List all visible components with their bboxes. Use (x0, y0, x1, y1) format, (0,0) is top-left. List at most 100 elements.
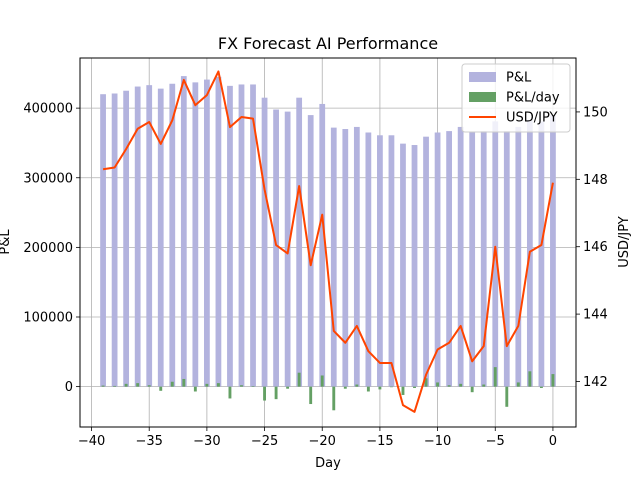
pnl-day-bar (424, 378, 428, 387)
pnl-bar (261, 97, 268, 387)
pnl-day-bar (436, 382, 440, 387)
y-axis-left-title: P&L (0, 229, 13, 255)
pnl-day-bar (505, 386, 509, 407)
x-tick-label: −25 (251, 434, 278, 449)
pnl-day-bar (274, 386, 278, 400)
pnl-bar (342, 129, 349, 387)
legend-item-pnl-label: P&L (506, 71, 532, 86)
pnl-day-bar (251, 386, 255, 387)
pnl-bar (365, 132, 372, 387)
pnl-bar (157, 88, 164, 387)
pnl-bar (215, 76, 222, 387)
pnl-day-bar (470, 386, 474, 393)
pnl-bar (111, 93, 118, 387)
pnl-day-bar (355, 384, 359, 387)
pnl-day-bar (124, 383, 128, 387)
pnl-day-bar (286, 386, 290, 389)
x-tick-label: −30 (193, 434, 220, 449)
pnl-day-bar (516, 382, 520, 387)
pnl-day-bar (413, 386, 416, 389)
pnl-day-bar (493, 367, 497, 387)
x-tick-label: −15 (366, 434, 393, 449)
pnl-day-bar (343, 386, 347, 389)
pnl-bar (146, 85, 153, 387)
pnl-bar (273, 109, 279, 387)
pnl-day-bar (551, 374, 555, 387)
y-right-tick-label: 148 (583, 173, 608, 188)
pnl-bar (446, 131, 452, 387)
pnl-day-bar (263, 386, 266, 401)
pnl-day-bar (113, 385, 117, 387)
y-left-tick-label: 100000 (23, 310, 73, 325)
pnl-bar (250, 84, 256, 387)
legend: P&L P&L/day USD/JPY (461, 63, 571, 133)
pnl-bar (503, 131, 510, 387)
pnl-day-bar (216, 383, 220, 387)
pnl-day-bar (240, 385, 243, 387)
pnl-day-bar (528, 371, 532, 387)
legend-item-pnl-day-label: P&L/day (506, 91, 560, 106)
pnl-bar (169, 83, 176, 387)
x-tick-label: −35 (135, 434, 162, 449)
y-axis-right-title: USD/JPY (617, 216, 632, 268)
pnl-day-bar (539, 386, 543, 389)
pnl-bar (515, 126, 522, 387)
y-right-tick-label: 146 (583, 240, 608, 255)
legend-item-pnl-day-swatch (469, 92, 496, 102)
y-left-tick-label: 300000 (23, 171, 73, 186)
pnl-bar (227, 85, 233, 387)
x-tick-label: 0 (549, 434, 557, 449)
y-right-tick-label: 144 (583, 308, 608, 323)
pnl-day-bar (401, 386, 405, 395)
y-left-tick-label: 400000 (23, 102, 73, 117)
pnl-day-bar (182, 378, 186, 387)
pnl-day-bar (332, 386, 336, 411)
y-left-tick-label: 0 (65, 380, 73, 395)
pnl-bar (480, 131, 487, 387)
pnl-bar (377, 135, 383, 387)
x-tick-label: −5 (486, 434, 505, 449)
pnl-day-bar (309, 386, 313, 405)
pnl-day-bar (366, 386, 370, 392)
pnl-bar (411, 145, 418, 387)
plot-area: −40 −35 −30 −25 −20 −15 −10 −5 0 0 100000 200000 300… (23, 57, 608, 449)
pnl-day-bar (101, 385, 105, 387)
pnl-bar (353, 126, 360, 387)
y-right-tick-label: 142 (583, 375, 608, 390)
pnl-day-bar (378, 386, 382, 390)
pnl-bar (457, 126, 464, 387)
pnl-bar (469, 132, 476, 387)
pnl-day-bar (205, 383, 209, 387)
pnl-bar (192, 82, 199, 387)
pnl-bar (204, 79, 210, 387)
pnl-bar (400, 143, 406, 387)
x-tick-label: −20 (309, 434, 336, 449)
legend-item-pnl-swatch (469, 72, 496, 82)
pnl-day-bar (297, 372, 301, 387)
usdjpy-line (102, 70, 554, 413)
pnl-day-bar (390, 386, 393, 388)
y-left-tick-label: 200000 (23, 241, 73, 256)
pnl-day-bar (320, 375, 324, 387)
x-tick-label: −10 (424, 434, 451, 449)
pnl-bar (434, 132, 441, 387)
pnl-bar (296, 97, 303, 387)
pnl-bar (123, 90, 130, 387)
pnl-day-bar (159, 386, 163, 391)
pnl-bar (330, 127, 337, 387)
pnl-bar (319, 103, 326, 387)
pnl-bar (134, 86, 141, 387)
plot-frame (79, 57, 577, 428)
pnl-bar (238, 84, 245, 387)
pnl-day-bar (170, 381, 174, 387)
pnl-bar (388, 135, 395, 387)
chart-title: FX Forecast AI Performance (218, 34, 438, 53)
pnl-day-bar (482, 384, 486, 387)
pnl-bar (550, 115, 556, 387)
pnl-day-bar (147, 385, 151, 387)
pnl-day-bar (228, 386, 232, 399)
pnl-bar (100, 94, 106, 387)
y-right-tick-label: 150 (583, 105, 608, 120)
pnl-day-bar (136, 383, 140, 387)
